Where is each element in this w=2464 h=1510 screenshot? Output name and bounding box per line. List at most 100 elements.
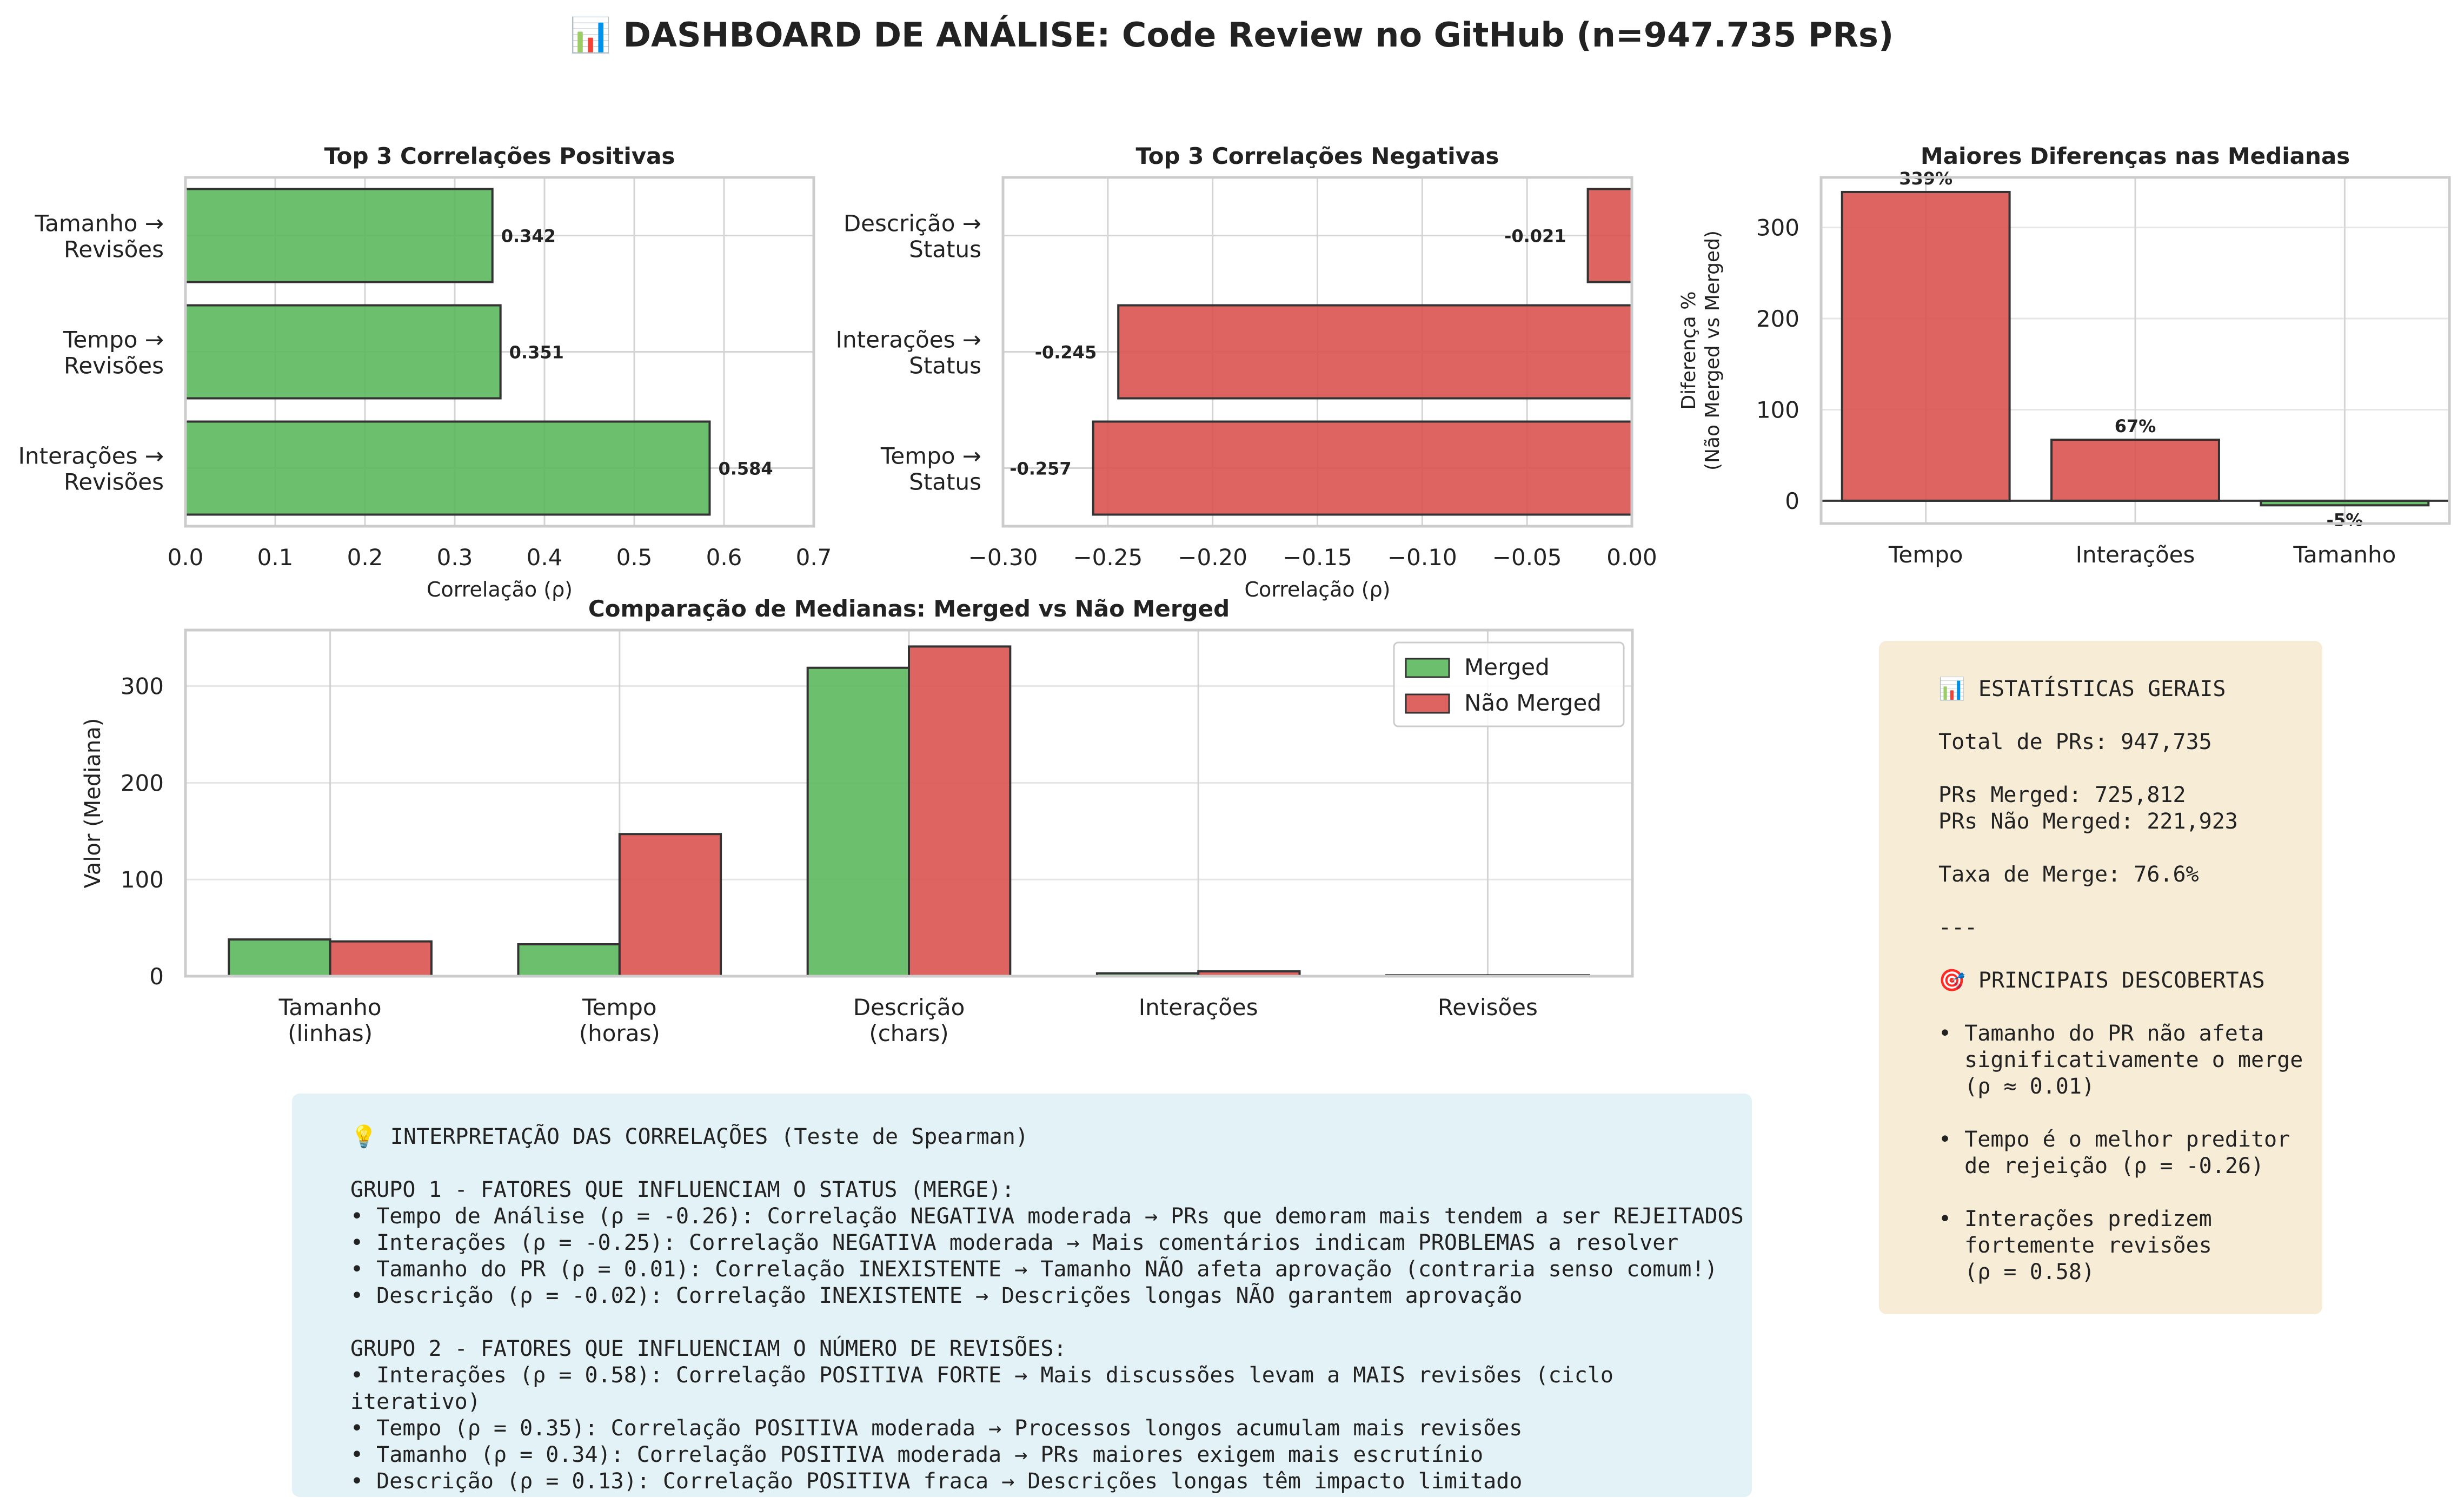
bar	[908, 645, 1012, 978]
interpretation-line	[350, 1309, 1752, 1336]
bar	[1841, 190, 2011, 502]
interpretation-panel: 💡 INTERPRETAÇÃO DAS CORRELAÇÕES (Teste d…	[292, 1094, 1752, 1497]
interpretation-line: 💡 INTERPRETAÇÃO DAS CORRELAÇÕES (Teste d…	[350, 1124, 1028, 1149]
tick-label: 300	[1756, 215, 1799, 241]
legend-label: Merged	[1464, 654, 1550, 680]
category-label: (chars)	[869, 1020, 948, 1047]
category-label: Status	[909, 236, 981, 263]
tick-label: 0	[149, 963, 164, 990]
stats-line: PRs Merged: 725,812	[1938, 783, 2186, 807]
axis-label: (Não Merged vs Merged)	[1702, 230, 1724, 471]
stats-line: 📊 ESTATÍSTICAS GERAIS	[1938, 677, 2226, 701]
data-label: -0.257	[1009, 459, 1072, 479]
bar	[806, 666, 911, 978]
interpretation-line	[350, 1150, 1752, 1177]
category-label: Tempo	[1888, 541, 1963, 568]
stats-line	[1938, 1100, 2322, 1127]
interpretation-line: • Tempo (ρ = 0.35): Correlação POSITIVA …	[350, 1416, 1523, 1441]
bar	[228, 938, 331, 977]
bar	[1092, 420, 1633, 516]
interpretation-line: • Descrição (ρ = 0.13): Correlação POSIT…	[350, 1469, 1523, 1494]
stats-line: ---	[1938, 915, 1978, 940]
stats-line: • Interações predizem	[1938, 1207, 2212, 1231]
plot-frame	[1819, 176, 2451, 525]
tick-label: −0.30	[968, 544, 1038, 571]
data-label: 0.342	[501, 226, 556, 247]
stats-line	[1938, 994, 2322, 1021]
plot-frame	[1001, 176, 1633, 528]
tick-label: 0.3	[437, 544, 473, 571]
med-chart: 0 100 200 300 Tamanho(linhas) Tempo(horas) Des…	[81, 595, 1634, 1047]
category-label: Revisões	[64, 236, 164, 263]
category-label: Tamanho	[278, 994, 382, 1021]
category-label: Revisões	[64, 353, 164, 379]
dashboard-title: 📊 DASHBOARD DE ANÁLISE: Code Review no G…	[570, 15, 1894, 55]
interpretation-line: GRUPO 2 - FATORES QUE INFLUENCIAM O NÚME…	[350, 1336, 1067, 1361]
data-label: -0.021	[1504, 226, 1566, 247]
stats-line: • Tempo é o melhor preditor	[1938, 1127, 2290, 1152]
stats-line: significativamente o merge	[1938, 1048, 2303, 1072]
bar	[184, 304, 502, 400]
plot-frame	[184, 628, 1634, 978]
chart-title: Maiores Diferenças nas Medianas	[1921, 143, 2350, 169]
interpretation-line: • Descrição (ρ = -0.02): Correlação INEX…	[350, 1283, 1523, 1308]
interpretation-line: • Tamanho (ρ = 0.34): Correlação POSITIV…	[350, 1442, 1484, 1467]
stats-line	[1938, 703, 2322, 729]
interpretation-line: • Tempo de Análise (ρ = -0.26): Correlaç…	[350, 1204, 1744, 1229]
stats-line: fortemente revisões	[1938, 1233, 2212, 1258]
tick-label: −0.10	[1387, 544, 1457, 571]
category-label: Tamanho →	[34, 210, 164, 237]
stats-line: • Tamanho do PR não afeta	[1938, 1021, 2264, 1046]
interpretation-line: • Interações (ρ = -0.25): Correlação NEG…	[350, 1230, 1679, 1255]
tick-label: 0	[1785, 488, 1799, 514]
axis-label: Correlação (ρ)	[1244, 578, 1390, 601]
category-label: Status	[909, 469, 981, 495]
tick-label: 300	[121, 673, 164, 700]
bar	[2050, 439, 2220, 502]
category-label: Interações	[2076, 541, 2195, 568]
legend-swatch	[1405, 693, 1450, 714]
data-label: 0.584	[718, 459, 773, 479]
stats-line: 🎯 PRINCIPAIS DESCOBERTAS	[1938, 968, 2265, 993]
tick-label: 0.2	[347, 544, 383, 571]
stats-line: Total de PRs: 947,735	[1938, 730, 2212, 754]
plot-frame	[184, 176, 815, 528]
category-label: Status	[909, 353, 981, 379]
category-label: Interações →	[836, 327, 981, 353]
chart-title: Top 3 Correlações Negativas	[1136, 143, 1499, 169]
tick-label: −0.15	[1283, 544, 1352, 571]
chart-title: Comparação de Medianas: Merged vs Não Me…	[588, 595, 1230, 622]
stats-line: PRs Não Merged: 221,923	[1938, 809, 2238, 834]
bar	[1117, 304, 1633, 400]
bar	[184, 420, 711, 516]
tick-label: −0.20	[1178, 544, 1247, 571]
bar	[618, 833, 722, 977]
category-label: Tamanho	[2293, 541, 2396, 568]
stats-line: Taxa de Merge: 76.6%	[1938, 862, 2199, 887]
category-label: Descrição	[853, 994, 965, 1021]
stats-line	[1938, 888, 2322, 915]
interpretation-line: • Interações (ρ = 0.58): Correlação POSI…	[350, 1363, 1627, 1414]
data-label: -5%	[2327, 509, 2363, 530]
stats-line	[1938, 756, 2322, 782]
bar	[517, 943, 621, 978]
axis-label: Valor (Mediana)	[81, 718, 105, 889]
stats-line: (ρ ≈ 0.01)	[1938, 1074, 2095, 1099]
chart-title: Top 3 Correlações Positivas	[324, 143, 675, 169]
tick-label: 100	[1756, 396, 1799, 423]
category-label: Interações →	[18, 443, 164, 469]
tick-label: 100	[121, 866, 164, 893]
tick-label: −0.25	[1073, 544, 1143, 571]
stats-line: (ρ = 0.58)	[1938, 1260, 2095, 1284]
tick-label: 200	[1756, 306, 1799, 332]
legend-label: Não Merged	[1464, 690, 1602, 716]
interpretation-line: • Tamanho do PR (ρ = 0.01): Correlação I…	[350, 1257, 1718, 1282]
interpretation-line: GRUPO 1 - FATORES QUE INFLUENCIAM O STAT…	[350, 1177, 1015, 1202]
legend	[1393, 641, 1625, 727]
data-label: -0.245	[1035, 342, 1097, 363]
tick-label: 0.7	[796, 544, 832, 571]
stats-line: de rejeição (ρ = -0.26)	[1938, 1154, 2264, 1178]
